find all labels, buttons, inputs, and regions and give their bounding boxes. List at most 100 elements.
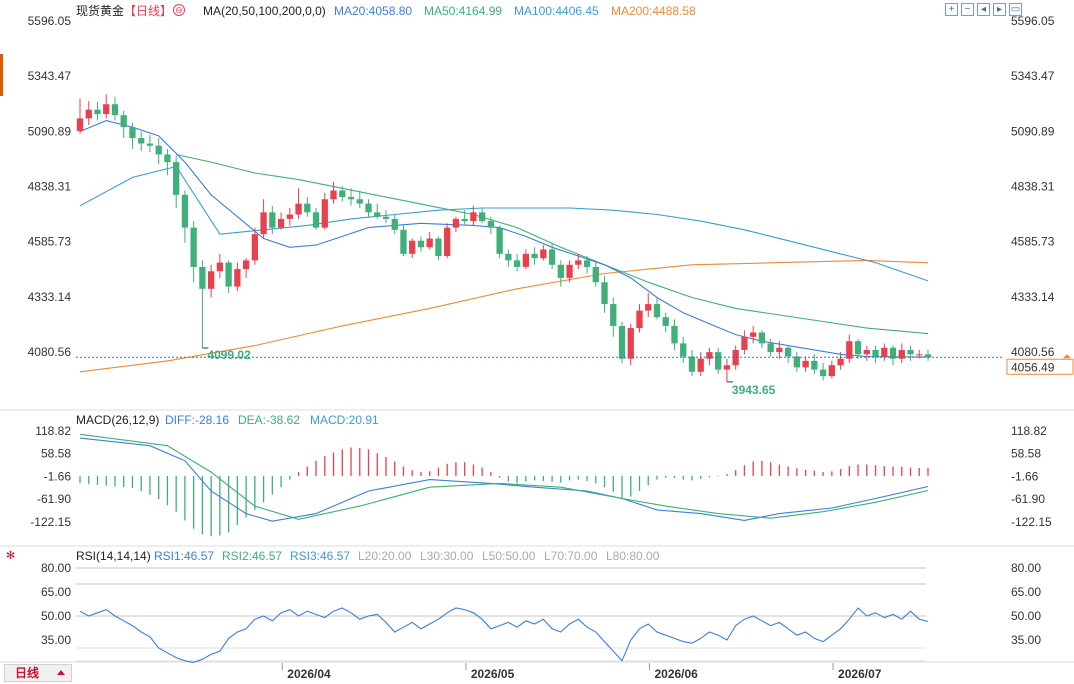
candle-body (863, 349, 870, 355)
candle-body (513, 260, 521, 267)
zoom-out-icon[interactable]: − (961, 3, 974, 16)
price-tick-left: 4333.14 (28, 290, 72, 304)
macd-tick-right: -1.66 (1011, 469, 1039, 483)
scroll-left-icon[interactable]: ◂ (977, 3, 990, 16)
candle-body (872, 349, 879, 357)
candle-body (505, 253, 512, 261)
candle-body (898, 349, 905, 359)
candle-body (575, 260, 582, 265)
rsi-tick-left: 80.00 (41, 561, 71, 575)
ma50-line (176, 153, 929, 335)
rsi-settings-icon[interactable]: ✻ (6, 550, 16, 562)
price-tick-left: 5090.89 (28, 124, 72, 138)
candle-body (767, 343, 774, 353)
candle-body (409, 240, 416, 254)
current-price-tag (1006, 358, 1074, 375)
candle-body (548, 249, 556, 265)
candle-body (645, 304, 652, 311)
rsi-tick-left: 35.00 (41, 633, 71, 647)
candle-body (522, 253, 530, 267)
candle-body (173, 162, 180, 195)
candle-body (199, 266, 206, 289)
candle-body (496, 227, 503, 254)
x-axis-label: 2026/06 (654, 667, 698, 681)
candle-body (295, 203, 302, 215)
candle-body (697, 358, 704, 372)
macd-tick-left: -1.66 (44, 469, 72, 483)
period-select-button[interactable]: 日线 (4, 664, 72, 682)
candle-body (819, 369, 827, 377)
candle-body (190, 227, 197, 267)
x-axis-label: 2026/04 (287, 667, 331, 681)
candle-body (828, 365, 835, 377)
macd-tick-right: 118.82 (1011, 424, 1047, 438)
candle-body (706, 352, 713, 359)
candle-body (846, 341, 853, 359)
candle-body (444, 227, 451, 257)
candle-body (610, 304, 617, 326)
settings-icon[interactable]: ⊖ (173, 4, 185, 16)
price-tick-right: 4080.56 (1011, 345, 1055, 359)
macd-diff-line (79, 437, 929, 522)
candle-body (750, 332, 757, 337)
candle-body (907, 349, 914, 355)
candle-body (627, 328, 634, 359)
candle-body (470, 212, 477, 222)
macd-tick-left: -122.15 (30, 515, 71, 529)
macd-tick-right: -122.15 (1011, 515, 1052, 529)
candle-body (540, 249, 547, 259)
candle-body (636, 310, 643, 329)
candle-body (715, 352, 722, 370)
price-tick-right: 5090.89 (1011, 124, 1055, 138)
candle-body (277, 218, 285, 228)
low-annotation-2: 3943.65 (732, 383, 776, 397)
candle-body (164, 154, 171, 163)
candle-body (242, 260, 250, 270)
rsi-tick-left: 50.00 (41, 609, 71, 623)
candle-body (269, 212, 276, 228)
candle-body (347, 197, 355, 200)
ma20-line (79, 120, 928, 358)
candle-body (793, 356, 801, 368)
macd-tick-right: 58.58 (1011, 447, 1041, 461)
candle-body (181, 194, 189, 228)
price-tick-left: 4838.31 (28, 179, 72, 193)
scroll-right-icon[interactable]: ▸ (993, 3, 1006, 16)
candle-body (111, 104, 119, 116)
candle-body (461, 218, 468, 222)
candle-body (321, 199, 328, 228)
candle-body (837, 358, 844, 366)
rsi-tick-right: 50.00 (1011, 609, 1041, 623)
macd-tick-right: -61.90 (1011, 492, 1045, 506)
candle-body (286, 214, 293, 219)
candle-body (146, 143, 154, 146)
low-annotation-1: 4099.02 (207, 348, 251, 362)
price-tick-right: 4838.31 (1011, 179, 1055, 193)
candle-body (784, 347, 792, 357)
candle-body (916, 354, 923, 356)
candle-body (426, 238, 433, 248)
candle-body (924, 354, 932, 358)
zoom-in-icon[interactable]: + (945, 3, 958, 16)
candle-body (138, 138, 145, 144)
candle-body (671, 325, 678, 344)
candle-body (758, 332, 766, 344)
fit-icon[interactable]: ▭ (1009, 3, 1022, 16)
candle-body (557, 264, 564, 278)
candle-body (103, 104, 110, 115)
candle-body (339, 190, 346, 198)
candle-body (234, 269, 241, 287)
price-tick-left: 5596.05 (28, 14, 72, 28)
candle-body (330, 190, 337, 200)
candle-body (417, 240, 425, 248)
candle-body (216, 262, 224, 272)
rsi-tick-right: 65.00 (1011, 585, 1041, 599)
candle-body (653, 304, 661, 318)
candle-body (76, 118, 84, 132)
rsi-tick-right: 35.00 (1011, 633, 1041, 647)
candle-body (94, 109, 101, 115)
candle-body (251, 234, 258, 261)
candle-body (312, 212, 320, 228)
candle-body (601, 282, 608, 305)
